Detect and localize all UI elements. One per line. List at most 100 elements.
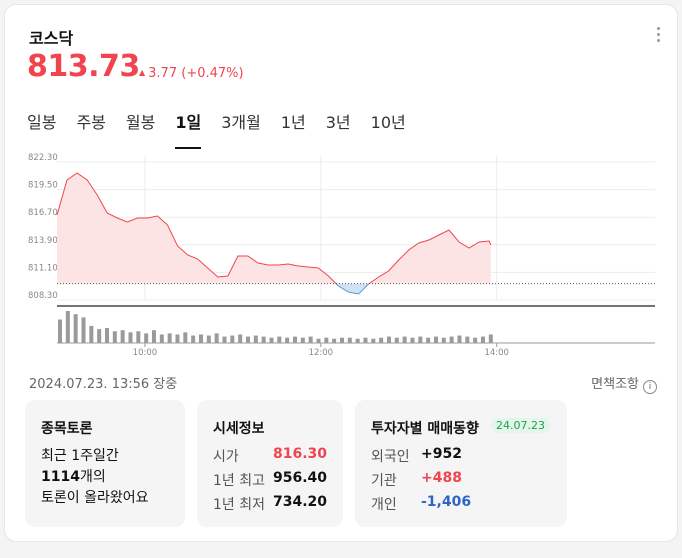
volume-bar [73, 314, 78, 343]
discussion-text: 최근 1주일간 1114개의 토론이 올라왔어요 [41, 446, 149, 509]
volume-bar [394, 337, 399, 343]
volume-bar [332, 338, 337, 343]
volume-bar [292, 336, 297, 343]
info-row: 개인 -1,406 [371, 494, 571, 514]
count: 1114 [41, 469, 80, 485]
discussion-card[interactable]: 종목토론 최근 1주일간 1114개의 토론이 올라왔어요 [25, 400, 185, 527]
volume-bar [144, 333, 149, 343]
change-pct: (+0.47%) [181, 66, 244, 81]
volume-bar [339, 337, 344, 343]
volume-bar [324, 337, 329, 343]
price: 813.73 [27, 49, 140, 84]
info-row: 1년 최저 734.20 [213, 494, 413, 514]
tab[interactable]: 10년 [370, 113, 406, 132]
tab[interactable]: 3년 [325, 113, 351, 132]
volume-bar [81, 317, 86, 343]
volume-bar [347, 337, 352, 343]
volume-bar [355, 338, 360, 343]
price-line-up [56, 172, 492, 284]
volume-bar [112, 331, 117, 343]
volume-bar [198, 334, 203, 343]
volume-bar [433, 336, 438, 343]
info-row: 1년 최고 956.40 [213, 470, 413, 490]
volume-bar [300, 337, 305, 343]
volume-bar [473, 337, 478, 343]
tab[interactable]: 주봉 [76, 113, 106, 132]
investor-card[interactable]: 투자자별 매매동향 24.07.23 외국인 +952 기관 +488 개인 -1,406 [355, 400, 567, 527]
line: 토론이 올라왔어요 [41, 490, 149, 506]
volume-bar [371, 338, 376, 343]
period-tabs: 일봉 주봉 월봉 1일 3개월 1년 3년 10년 [27, 109, 426, 149]
disclaimer[interactable]: 면책조항 i [591, 373, 657, 394]
x-tick-label: 14:00 [484, 348, 509, 358]
y-tick-label: 813.90 [28, 236, 58, 246]
y-tick-label: 808.30 [28, 291, 58, 301]
volume-bar [58, 319, 62, 343]
line: 개의 [79, 469, 106, 485]
x-tick-label: 12:00 [309, 348, 334, 358]
volume-bar [128, 332, 133, 343]
volume-bar [449, 336, 454, 343]
volume-bar [97, 329, 102, 343]
row-label: 시가 [213, 449, 239, 465]
row-label: 1년 최저 [213, 497, 265, 513]
tab[interactable]: 3개월 [221, 113, 261, 132]
volume-bar [191, 335, 196, 343]
line: 최근 1주일간 [41, 448, 119, 464]
row-label: 개인 [371, 497, 397, 513]
disclaimer-text[interactable]: 면책조항 [591, 377, 639, 392]
volume-bar [120, 330, 125, 343]
tab[interactable]: 월봉 [125, 113, 156, 132]
tab[interactable]: 1년 [280, 113, 306, 132]
card-title: 투자자별 매매동향 [371, 421, 479, 437]
volume-bar [418, 336, 423, 343]
date-badge: 24.07.23 [491, 418, 550, 433]
chart: 808.30 811.10 813.90 816.70 819.50 822.30 10:0… [28, 153, 655, 358]
row-value: 734.20 [273, 494, 328, 510]
volume-bar [230, 335, 235, 343]
row-value: +952 [421, 446, 462, 462]
y-tick-label: 822.30 [28, 153, 58, 163]
volume-bar [167, 333, 172, 343]
volume-bar [410, 337, 415, 343]
volume-bar [238, 334, 243, 343]
row-label: 외국인 [371, 449, 410, 465]
y-tick-label: 819.50 [28, 181, 58, 191]
index-name: 코스닥 [29, 29, 74, 48]
change: ▲ 3.77 (+0.47%) [139, 66, 244, 81]
volume-bar [457, 335, 462, 343]
info-row: 시가 816.30 [213, 446, 413, 466]
volume-bar [269, 337, 274, 343]
row-value: +488 [421, 470, 462, 486]
card-title: 종목토론 [41, 421, 93, 437]
card-title: 시세정보 [213, 421, 265, 437]
volume-bar [488, 334, 493, 343]
volume-bar [183, 332, 188, 343]
volume-bar [89, 325, 94, 343]
volume-bar [261, 336, 266, 343]
volume-bar [316, 338, 321, 343]
info-row: 외국인 +952 [371, 446, 571, 466]
volume-bar [245, 336, 250, 343]
volume-bar [480, 336, 485, 343]
y-tick-label: 816.70 [28, 208, 58, 218]
row-label: 1년 최고 [213, 473, 265, 489]
volume-bar [136, 331, 141, 343]
quote-card[interactable]: 시세정보 시가 816.30 1년 최고 956.40 1년 최저 734.20 [197, 400, 343, 527]
tab[interactable]: 1일 [175, 109, 201, 149]
row-value: -1,406 [421, 494, 472, 510]
row-value: 816.30 [273, 446, 328, 462]
volume-bar [402, 336, 407, 343]
x-tick-label: 10:00 [133, 348, 158, 358]
more-menu[interactable] [657, 27, 661, 45]
volume-bar [159, 334, 164, 343]
tab[interactable]: 일봉 [27, 113, 57, 132]
volume-bar [379, 337, 384, 343]
area-up [57, 173, 491, 284]
volume-bar [426, 337, 431, 343]
volume-bar [65, 311, 70, 343]
timestamp: 2024.07.23. 13:56 장중 [29, 377, 178, 392]
volume-bar [253, 335, 258, 343]
y-tick-label: 811.10 [28, 263, 58, 273]
